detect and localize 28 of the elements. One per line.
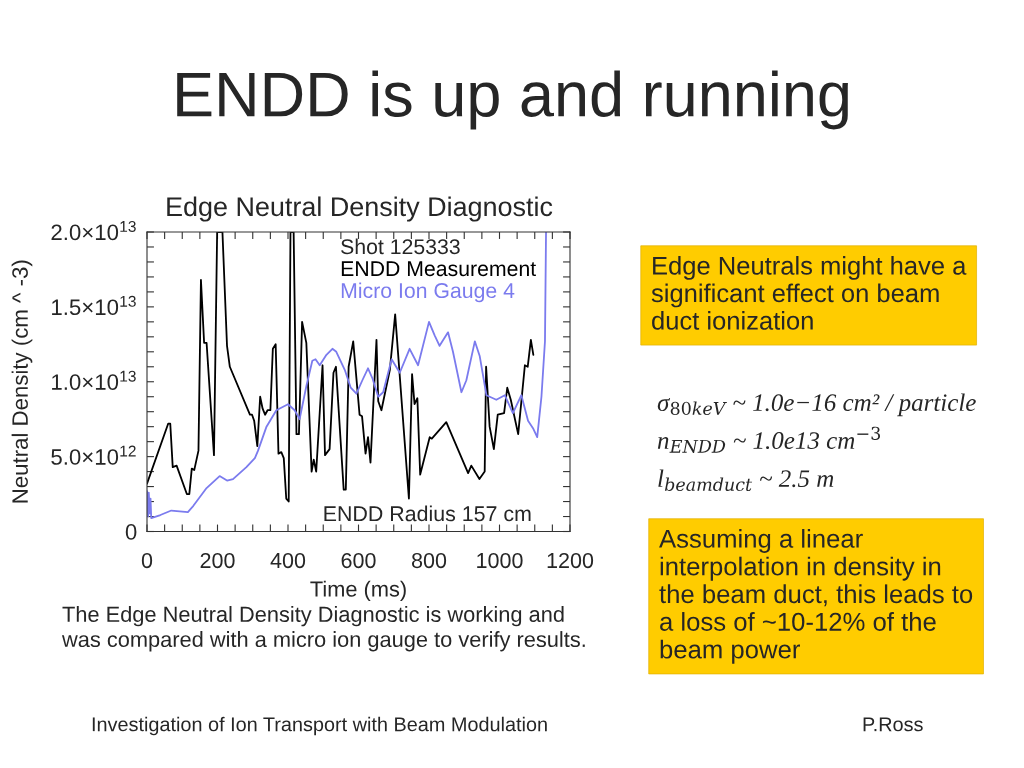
y-tick-label: 5.0×10$^{12}$ <box>51 445 136 465</box>
x-tick-label: 200 <box>200 552 235 569</box>
y-tick-label: 2.0×10$^{13}$ <box>51 220 136 241</box>
x-tick-label: 800 <box>411 552 447 569</box>
y-axis-title: Neutral Density (cm ^ -3) <box>11 260 33 503</box>
y-tick-label: 0 <box>125 524 137 540</box>
annotation: ENDD Radius 157 cm <box>324 505 531 522</box>
text: n$_{ENDD}$ ~ 1.0e13 cm$^{−3}$ <box>657 426 881 453</box>
text: l$_{beamduct}$ ~ 2.5 m <box>658 469 834 491</box>
y-tick-label: 1.0×10$^{13}$ <box>52 370 136 390</box>
text: P.Ross <box>863 717 923 732</box>
text: ENDD Measurement <box>341 261 536 277</box>
x-tick-label: 0 <box>141 552 153 569</box>
x-tick-label: 1200 <box>547 552 594 569</box>
text: Edge Neutrals might have a significant effect on beam duct ionization <box>651 256 967 330</box>
x-tick-label: 600 <box>341 552 376 569</box>
text: σ$_{80keV}$ ~ 1.0e−16 cm² / particle <box>657 393 976 417</box>
y-tick-label: 1.5×10$^{13}$ <box>52 295 136 316</box>
text: Assuming a linear interpolation in density in the beam duct, this leads to a loss of ~10-12% of the beam power <box>659 529 973 664</box>
series-label: Micro Ion Gauge 4 <box>341 282 515 303</box>
chart-subtitle: Edge Neutral Density Diagnostic <box>167 196 553 222</box>
x-tick-label: 400 <box>270 552 306 569</box>
legend-title: Shot 125333 <box>341 238 460 255</box>
text: The Edge Neutral Density Diagnostic is working and was compared with a micro ion gauge to verify results. <box>61 606 585 652</box>
x-axis-title: Time (ms) <box>310 580 406 602</box>
text: Investigation of Ion Transport with Beam Modulation <box>92 716 547 736</box>
x-tick-label: 1000 <box>477 552 523 569</box>
chart-title: ENDD is up and running <box>177 70 848 130</box>
